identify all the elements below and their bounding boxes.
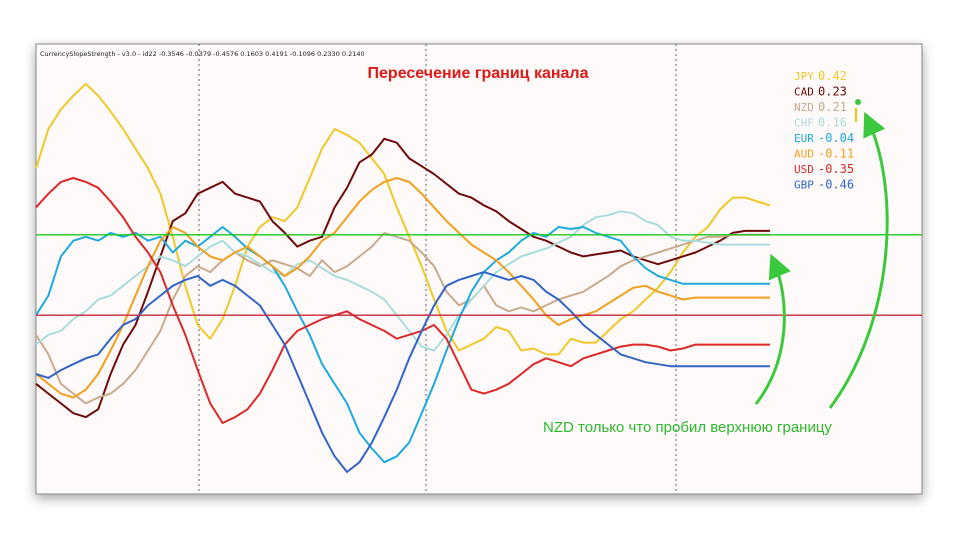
legend-value-aud: -0.11 (818, 147, 854, 161)
series-line-usd (35, 177, 770, 424)
grid-separators (198, 44, 677, 494)
legend-value-eur: -0.04 (818, 131, 854, 145)
legend-label-gbp: GBP (794, 179, 814, 192)
legend-value-nzd: 0.21 (818, 100, 847, 114)
nzd-dot-marker (855, 99, 861, 105)
legend-label-chf: CHF (794, 117, 814, 130)
series-line-aud (35, 177, 770, 399)
legend-value-usd: -0.35 (818, 162, 854, 176)
legend-value-cad: 0.23 (818, 85, 847, 99)
legend-label-jpy: JPY (794, 70, 814, 83)
series-line-eur (35, 226, 770, 464)
legend-label-usd: USD (794, 163, 814, 176)
series-line-chf (35, 210, 770, 352)
series-line-gbp (35, 271, 770, 473)
legend-label-aud: AUD (794, 148, 814, 161)
legend-value-gbp: -0.46 (818, 178, 854, 192)
annotation-note: NZD только что пробил верхнюю границу (543, 419, 832, 436)
arrow-to-legend-icon (828, 111, 889, 409)
series-line-jpy (35, 82, 771, 356)
series-lines (35, 82, 771, 473)
indicator-header: CurrencySlopeStrength - v3.0 - id22 -0.3… (40, 50, 365, 58)
series-line-cad (35, 137, 770, 419)
legend-label-eur: EUR (794, 132, 814, 145)
series-line-nzd (35, 231, 770, 405)
legend-value-jpy: 0.42 (818, 69, 847, 83)
legend-value-chf: 0.16 (818, 116, 847, 130)
arrow-to-line-icon (754, 253, 791, 405)
chart-title: Пересечение границ канала (368, 65, 589, 82)
legend-label-nzd: NZD (794, 101, 814, 114)
legend-label-cad: CAD (794, 86, 814, 99)
